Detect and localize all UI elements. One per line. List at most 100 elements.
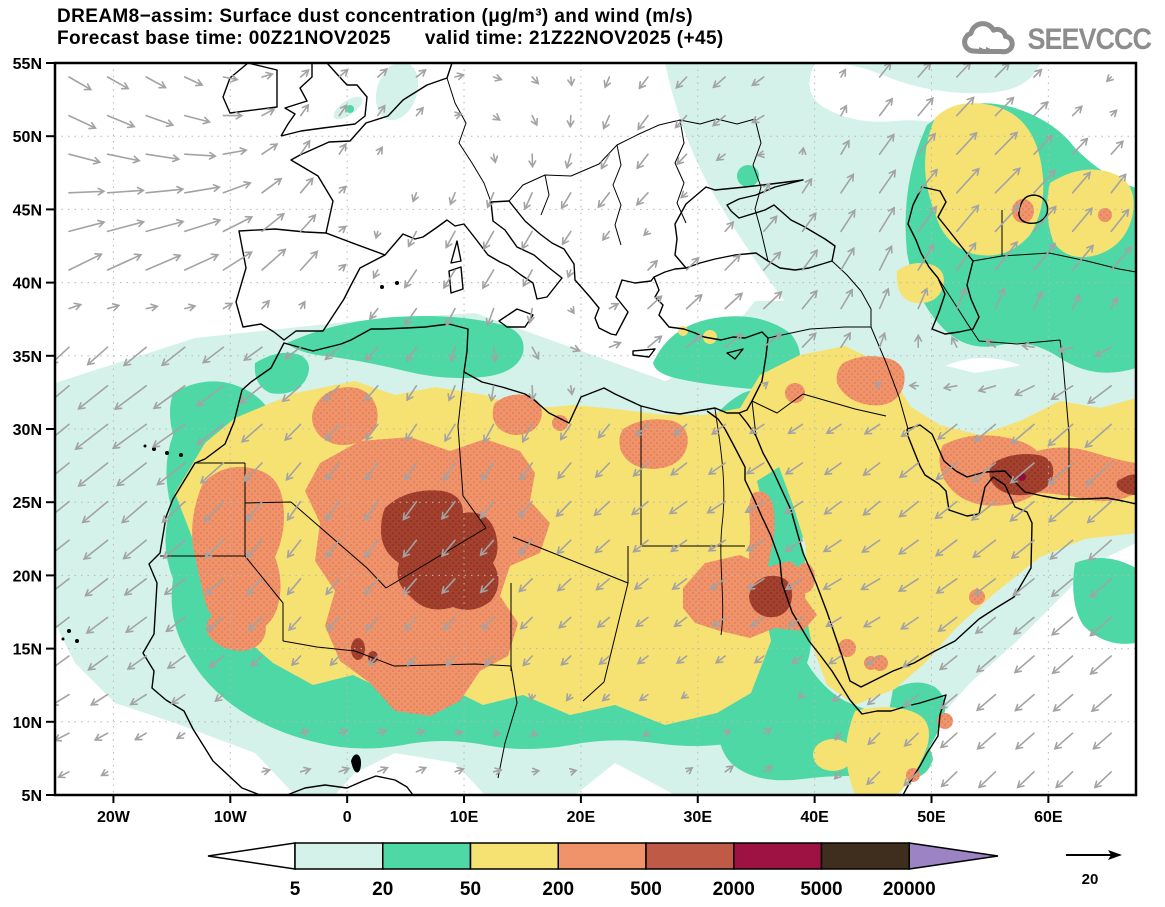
wind-arrow — [299, 250, 319, 271]
wind-arrow — [570, 344, 581, 353]
wind-arrow — [675, 76, 688, 89]
wind-arrow — [706, 500, 726, 514]
wind-arrow — [531, 767, 541, 776]
wind-arrow — [492, 767, 503, 776]
wind-arrow — [519, 616, 533, 630]
wind-arrow — [557, 462, 572, 480]
wind-arrow — [1016, 771, 1035, 789]
wind-arrow — [162, 539, 186, 560]
wind-arrow — [326, 616, 340, 632]
wind-arrow — [445, 307, 456, 327]
chart-title: DREAM8−assim: Surface dust concentration… — [57, 6, 693, 27]
wind-arrow — [120, 500, 147, 524]
wind-arrow — [994, 240, 1018, 271]
wind-arrow — [1084, 423, 1112, 449]
wind-arrow — [406, 655, 418, 667]
cloud-logo-icon — [962, 21, 1016, 55]
wind-arrow — [833, 771, 842, 780]
wind-arrow — [972, 462, 997, 483]
wind-arrow — [166, 655, 186, 670]
wind-arrow — [602, 114, 611, 130]
wind-arrow — [763, 215, 778, 233]
wind-arrow — [746, 578, 765, 590]
wind-arrow — [365, 616, 379, 632]
wind-arrow — [825, 423, 842, 435]
wind-arrow — [113, 385, 147, 411]
wind-arrow — [603, 76, 612, 89]
wind-arrow — [1010, 423, 1035, 445]
wind-arrow — [55, 462, 70, 476]
wind-arrow — [561, 230, 572, 246]
wind-arrow — [1089, 655, 1112, 675]
wind-arrow — [490, 153, 499, 164]
wind-arrow — [632, 539, 649, 553]
wind-arrow — [596, 616, 611, 629]
wind-arrow — [1110, 173, 1127, 194]
wind-arrow — [823, 500, 842, 515]
wind-arrow — [286, 500, 302, 522]
wind-arrow — [558, 616, 572, 629]
wind-arrow — [977, 771, 997, 789]
wind-arrow — [77, 385, 109, 410]
wind-arrow — [299, 728, 311, 737]
wind-arrow — [1110, 245, 1133, 271]
wind-arrow — [1012, 616, 1035, 636]
wind-arrow — [111, 423, 147, 450]
wind-arrow — [973, 578, 997, 596]
wind-arrow — [163, 578, 186, 596]
wind-arrow — [325, 539, 340, 559]
wind-arrow — [441, 578, 456, 595]
wind-arrow — [261, 767, 272, 776]
wind-arrow — [1092, 732, 1112, 750]
wind-arrow — [55, 616, 70, 630]
wind-arrow — [680, 691, 690, 700]
wind-arrow — [608, 302, 620, 311]
wind-arrow — [950, 336, 959, 348]
wind-arrow — [165, 616, 186, 633]
wind-arrow — [55, 732, 70, 742]
wind-arrow — [86, 346, 109, 366]
wind-arrow — [566, 269, 574, 279]
wind-arrow — [956, 287, 968, 310]
wind-arrow — [184, 218, 222, 233]
lon-tick-label: 30E — [684, 809, 713, 826]
wind-arrow — [790, 655, 804, 665]
colorbar-segment — [557, 842, 647, 870]
wind-arrow — [783, 500, 804, 514]
wind-arrow — [636, 655, 649, 665]
wind-arrow — [261, 71, 274, 80]
wind-arrow — [290, 655, 302, 667]
wind-arrow — [68, 114, 97, 130]
wind-arrow — [1071, 207, 1093, 233]
wind-arrow — [594, 539, 611, 554]
wind-arrow — [707, 462, 726, 476]
wind-arrow — [407, 230, 418, 248]
wind-arrow — [329, 655, 340, 667]
wind-arrow — [201, 346, 225, 364]
wind-arrow — [600, 153, 611, 170]
wind-arrow — [797, 691, 806, 700]
wind-arrow — [365, 423, 379, 442]
wind-arrow — [1052, 693, 1074, 712]
wind-arrow — [828, 655, 842, 665]
wind-arrow — [984, 339, 997, 348]
lat-tick-label: 10N — [13, 715, 42, 732]
colorbar-segment — [294, 842, 384, 870]
wind-arrow — [126, 655, 147, 670]
wind-arrow — [222, 251, 253, 271]
wind-arrow — [1033, 134, 1054, 155]
colorbar-segment — [733, 842, 823, 870]
wind-arrow — [440, 539, 456, 558]
wind-arrow — [68, 302, 83, 311]
wind-arrow — [363, 539, 379, 559]
wind-arrow — [57, 770, 70, 779]
wind-arrow — [214, 693, 225, 703]
wind-arrow — [222, 74, 239, 83]
wind-arrow — [647, 295, 663, 310]
wind-arrow — [238, 385, 263, 405]
colorbar-label: 200 — [542, 879, 574, 900]
lat-tick-label: 40N — [13, 276, 42, 293]
wind-arrow — [403, 462, 418, 482]
